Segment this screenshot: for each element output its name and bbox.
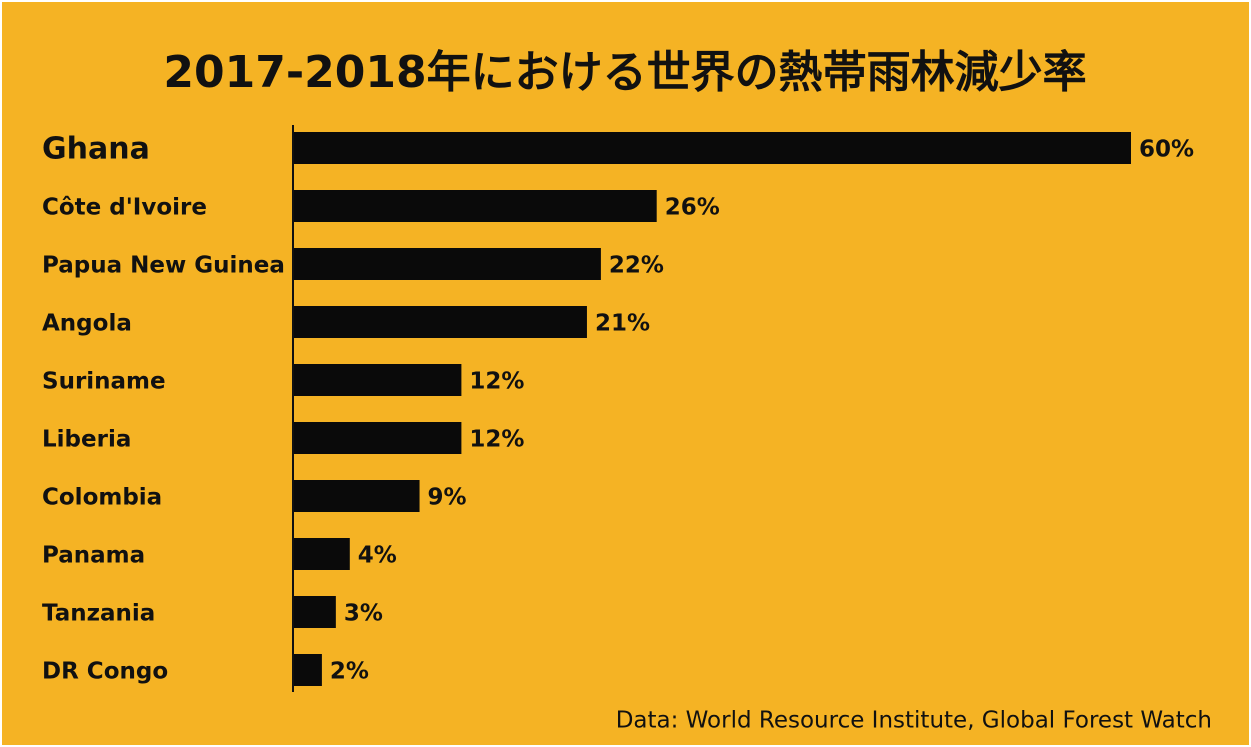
- value-label: 22%: [609, 253, 664, 279]
- value-label: 9%: [428, 485, 467, 511]
- value-label: 3%: [344, 601, 383, 627]
- source-note: Data: World Resource Institute, Global F…: [616, 708, 1212, 734]
- bar: [294, 596, 336, 628]
- category-label: Suriname: [42, 369, 166, 395]
- value-label: 26%: [665, 195, 720, 221]
- value-label: 2%: [330, 659, 369, 685]
- category-label: Papua New Guinea: [42, 253, 285, 279]
- bar: [294, 248, 601, 280]
- value-label: 12%: [469, 427, 524, 453]
- value-label: 4%: [358, 543, 397, 569]
- bar: [294, 654, 322, 686]
- value-label: 60%: [1139, 137, 1194, 163]
- category-label: Ghana: [42, 132, 150, 167]
- category-label: Côte d'Ivoire: [42, 195, 207, 221]
- value-label: 12%: [469, 369, 524, 395]
- category-label: Angola: [42, 311, 132, 337]
- category-label: DR Congo: [42, 659, 168, 685]
- bar: [294, 364, 462, 396]
- category-label: Colombia: [42, 485, 162, 511]
- category-label: Panama: [42, 543, 145, 569]
- bar: [294, 480, 420, 512]
- bar: [294, 538, 350, 570]
- bar: [294, 422, 462, 454]
- value-label: 21%: [595, 311, 650, 337]
- chart-title: 2017-2018年における世界の熱帯雨林減少率: [163, 47, 1086, 98]
- category-label: Tanzania: [42, 601, 155, 627]
- bar: [294, 190, 657, 222]
- bar: [294, 306, 587, 338]
- bar: [294, 132, 1131, 164]
- category-label: Liberia: [42, 427, 131, 453]
